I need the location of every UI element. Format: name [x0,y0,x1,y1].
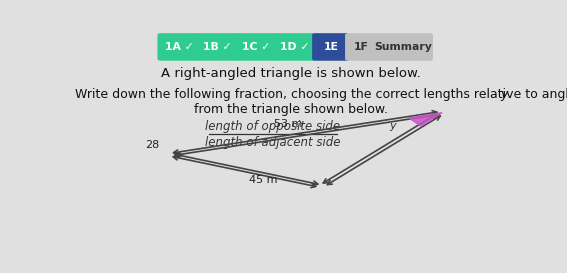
Text: from the triangle shown below.: from the triangle shown below. [193,103,388,116]
Text: y: y [501,88,508,101]
Text: 1A ✓: 1A ✓ [164,42,193,52]
Text: A right-angled triangle is shown below.: A right-angled triangle is shown below. [160,67,421,80]
Text: length of opposite side: length of opposite side [205,120,341,133]
Polygon shape [409,113,442,126]
FancyBboxPatch shape [158,33,201,61]
FancyBboxPatch shape [312,33,349,61]
Text: Summary: Summary [374,42,432,52]
FancyBboxPatch shape [235,33,278,61]
FancyBboxPatch shape [345,33,378,61]
Text: 1C ✓: 1C ✓ [242,42,270,52]
FancyBboxPatch shape [374,33,433,61]
Text: length of adjacent side: length of adjacent side [205,136,341,149]
Text: 1D ✓: 1D ✓ [280,42,310,52]
Text: 45 m: 45 m [249,175,277,185]
FancyBboxPatch shape [196,33,239,61]
Text: Write down the following fraction, choosing the correct lengths relative to angl: Write down the following fraction, choos… [75,88,567,101]
FancyBboxPatch shape [273,33,316,61]
Text: 1F: 1F [354,42,369,52]
Text: 1E: 1E [323,42,338,52]
Text: 1B ✓: 1B ✓ [204,42,232,52]
Text: y: y [390,120,396,130]
Text: 28: 28 [145,140,159,150]
Text: 53 m: 53 m [274,119,303,129]
